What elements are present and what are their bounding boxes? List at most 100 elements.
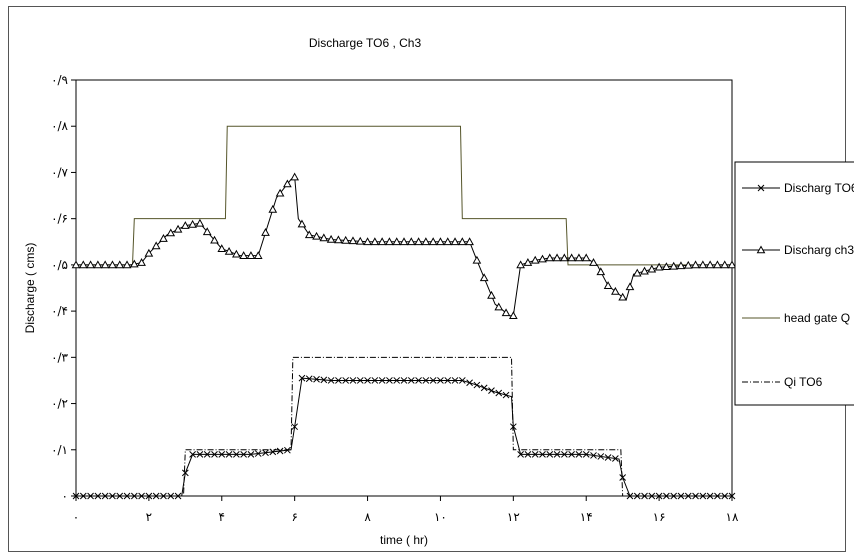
data-point [655,492,663,500]
data-point [663,492,670,500]
data-point [363,237,372,246]
data-point [458,377,466,384]
data-point [364,377,371,384]
data-point [385,237,394,246]
data-point [553,451,561,458]
data-point [524,451,532,458]
series-line [76,377,732,497]
data-point [225,451,233,458]
data-point [714,492,721,500]
data-point [633,492,641,500]
y-axis-label: Discharge ( cms) [23,243,37,334]
data-point [421,237,431,246]
data-point [275,188,285,197]
data-point [122,260,132,269]
data-point [567,253,576,262]
series-1 [71,172,737,320]
data-point [78,260,88,269]
data-point [304,230,314,239]
data-point [181,469,189,477]
data-point [284,446,291,454]
data-point [727,260,737,269]
data-point [676,261,686,270]
data-point [108,260,117,269]
y-tick-label: ۰/۹ [51,73,68,87]
data-point [167,492,175,500]
data-point [262,449,269,457]
data-point [414,237,423,246]
legend: Discharg TO6 Discharg ch3 head gate Q Qi TO… [734,161,854,406]
data-point [100,260,110,269]
data-point [160,492,167,500]
data-point [246,251,256,259]
data-point [721,492,729,500]
y-tick-label: ۰/۵ [51,258,68,272]
data-point [399,237,409,246]
series-2 [76,125,732,266]
data-point [101,492,109,500]
y-tick-label: ۰ [62,489,68,503]
data-point [393,377,401,384]
data-point [217,244,227,253]
data-point [196,451,204,458]
data-point [619,474,627,481]
data-point [145,492,153,500]
series-layer [71,125,737,500]
data-point [283,179,292,188]
data-point [86,260,95,269]
data-point [713,260,722,269]
data-point [561,451,568,458]
data-point [437,377,444,384]
data-point [305,375,313,383]
data-point [509,423,517,431]
data-point [611,286,620,295]
data-point [466,379,473,387]
data-point [705,260,715,269]
legend-entry-1: Discharg ch3 [742,243,854,257]
series-0 [72,374,736,500]
data-point [662,262,671,271]
data-point [320,376,328,384]
data-point [203,451,211,458]
data-point [699,492,707,500]
data-point [720,260,730,269]
data-point [129,259,139,268]
data-point [523,258,533,266]
data-point [116,492,124,500]
data-point [618,292,628,301]
y-axis: ۰ ۰/۱ ۰/۲ ۰/۳ ۰/۴ ۰/۵ ۰/۶ ۰/۷ ۰/۸ ۰/۹ [51,73,76,503]
data-point [261,228,270,236]
data-point [590,452,597,459]
data-point [174,492,182,500]
data-point [406,237,416,246]
data-point [202,227,212,236]
data-point [422,377,430,384]
legend-entry-0: Discharg TO6 [742,181,854,195]
series-line [76,356,732,497]
y-tick-label: ۰/۷ [51,165,68,179]
data-point [479,273,489,282]
data-point [692,492,699,500]
y-tick-label: ۰/۴ [51,304,68,318]
data-point [654,262,664,271]
data-point [327,377,335,384]
data-point [574,253,584,262]
data-point [508,311,518,320]
data-point [538,254,547,263]
data-point [728,492,736,500]
data-point [334,235,343,244]
data-point [684,492,692,500]
data-point [335,377,342,384]
data-point [487,290,496,299]
data-point [648,492,656,500]
data-point [232,249,241,258]
data-point [530,255,540,264]
data-point [137,258,146,266]
data-point [355,236,365,245]
data-point [188,219,197,228]
legend-label: Discharg ch3 [784,243,854,257]
data-point [640,266,649,275]
x-tick-label: ۲ [146,510,152,524]
data-point [210,235,219,244]
